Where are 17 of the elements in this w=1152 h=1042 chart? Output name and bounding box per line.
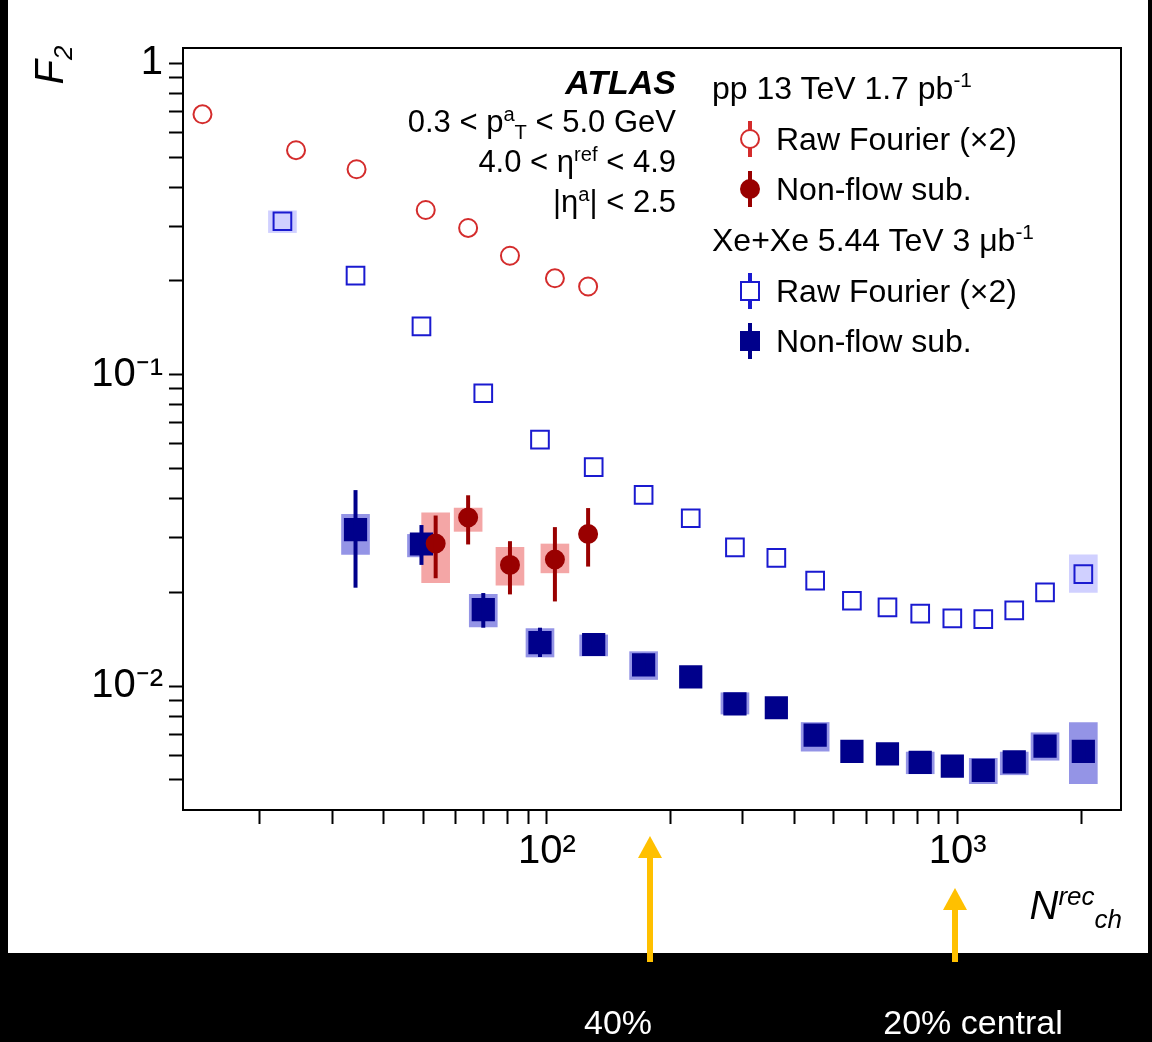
annotation: 4.0 < η$^{ref}$ < 4.9 bbox=[478, 142, 676, 179]
annotation: 0.3 < p$^{a}$$_{T}$ < 5.0 GeV bbox=[407, 102, 676, 144]
text: 40% bbox=[583, 1003, 653, 1041]
annotation: |η$^{a}$| < 2.5 bbox=[553, 182, 676, 219]
legend-label: Raw Fourier (×2) bbox=[776, 272, 1017, 310]
y-tick-label: 10⁻² bbox=[91, 661, 163, 706]
legend-label: Raw Fourier (×2) bbox=[776, 120, 1017, 158]
x-tick-label: 10² bbox=[517, 827, 576, 872]
annotation: pp 13 TeV 1.7 pb$^{-1}$ bbox=[712, 68, 972, 106]
y-tick-label: 1 bbox=[140, 38, 163, 83]
annotation: ATLAS bbox=[565, 63, 676, 101]
legend-label: Non-flow sub. bbox=[776, 170, 972, 208]
text: 20% central bbox=[883, 1003, 1063, 1041]
x-tick-label: 10³ bbox=[928, 827, 987, 872]
legend-label: Non-flow sub. bbox=[776, 322, 972, 360]
annotation: Xe+Xe 5.44 TeV 3 μb$^{-1}$ bbox=[712, 220, 1034, 258]
y-tick-label: 10⁻¹ bbox=[91, 349, 163, 394]
